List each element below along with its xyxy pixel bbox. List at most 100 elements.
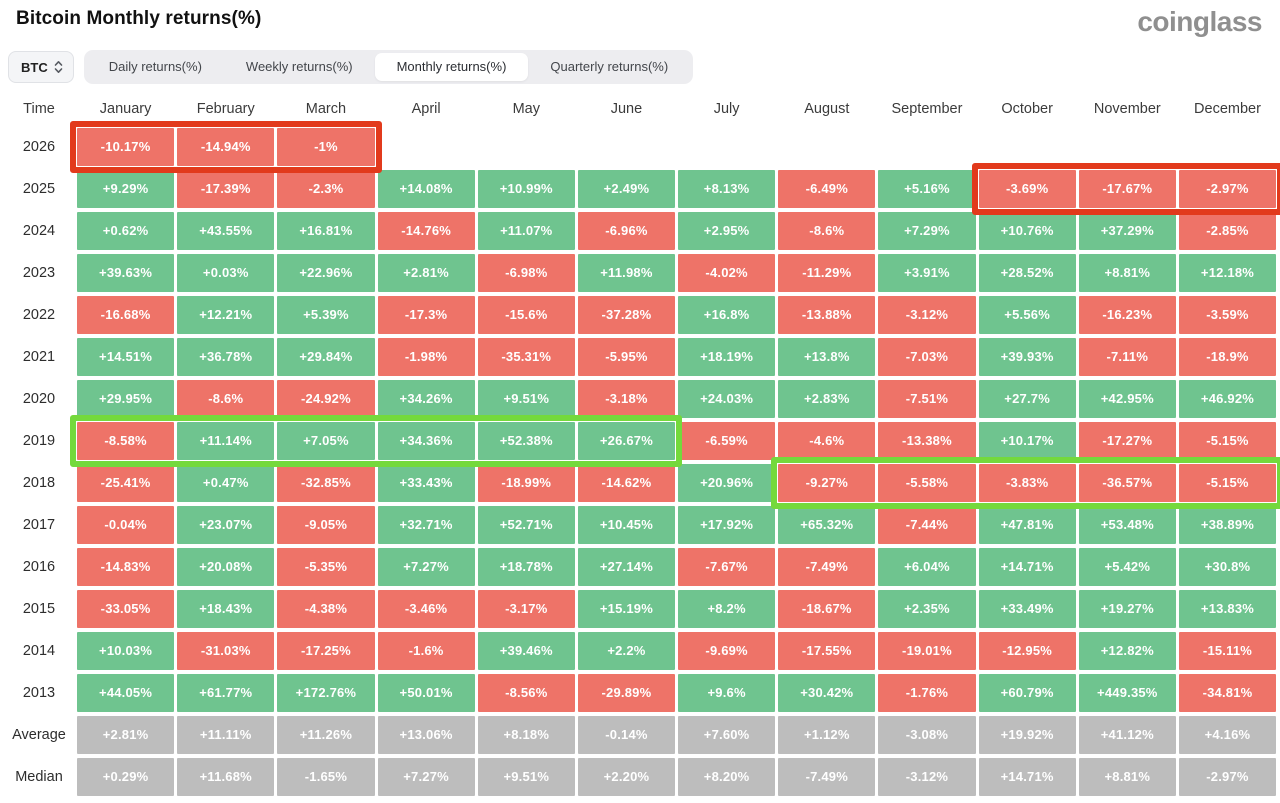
return-cell: +16.81% bbox=[277, 212, 375, 250]
row-label: 2016 bbox=[22, 559, 56, 575]
return-cell: +11.68% bbox=[177, 758, 275, 796]
return-cell: +15.19% bbox=[577, 590, 676, 628]
tab-monthly-returns[interactable]: Monthly returns(%) bbox=[374, 53, 529, 81]
return-cell: +32.71% bbox=[377, 506, 475, 544]
return-cell: -6.59% bbox=[678, 422, 776, 460]
return-cell: -33.05% bbox=[77, 590, 175, 628]
return-cell: -8.6% bbox=[177, 380, 275, 418]
return-cell: +29.95% bbox=[77, 380, 175, 418]
return-cell bbox=[778, 128, 875, 166]
return-cell: -17.67% bbox=[1078, 170, 1176, 208]
return-cell: +11.07% bbox=[477, 212, 575, 250]
return-cell: +60.79% bbox=[978, 674, 1076, 712]
row-label: 2020 bbox=[22, 391, 56, 407]
return-cell: +14.71% bbox=[978, 758, 1076, 796]
row-label: 2015 bbox=[22, 601, 56, 617]
return-cell: +6.04% bbox=[878, 548, 976, 586]
return-cell: +52.71% bbox=[477, 506, 575, 544]
table-row-2019: 2019 -8.58% +11.14% +7.05% +34.36% +52.38% +26… bbox=[4, 422, 1277, 460]
return-cell: +39.93% bbox=[978, 338, 1076, 376]
symbol-selector[interactable]: BTC bbox=[8, 51, 74, 83]
tab-daily-returns[interactable]: Daily returns(%) bbox=[108, 59, 202, 74]
return-cell: -7.67% bbox=[678, 548, 776, 586]
table-row-2015: 2015 -33.05% +18.43% -4.38% -3.46% -3.17% +15.… bbox=[4, 590, 1277, 628]
return-cell: -5.58% bbox=[878, 464, 976, 502]
return-cell: -8.6% bbox=[778, 212, 876, 250]
table-row-2018: 2018 -25.41% +0.47% -32.85% +33.43% -18.99% -1… bbox=[4, 464, 1277, 502]
controls-bar: BTC Daily returns(%) Weekly returns(%) M… bbox=[8, 50, 1280, 84]
return-cell: -14.76% bbox=[377, 212, 475, 250]
return-cell: -7.44% bbox=[878, 506, 976, 544]
return-cell: +65.32% bbox=[778, 506, 876, 544]
return-cell: +11.26% bbox=[277, 716, 375, 754]
return-cell: -2.97% bbox=[1178, 170, 1277, 208]
return-cell: +5.16% bbox=[878, 170, 976, 208]
return-cell: -34.81% bbox=[1178, 674, 1277, 712]
return-cell: +5.42% bbox=[1078, 548, 1176, 586]
return-cell: +2.81% bbox=[77, 716, 175, 754]
return-cell: +50.01% bbox=[377, 674, 475, 712]
return-cell: -0.04% bbox=[77, 506, 175, 544]
row-label: 2019 bbox=[22, 433, 56, 449]
return-cell: +9.51% bbox=[477, 380, 575, 418]
month-header-june: June bbox=[610, 101, 643, 117]
return-cell: -17.55% bbox=[778, 632, 876, 670]
return-cell: -3.59% bbox=[1178, 296, 1277, 334]
table-row-average: Average +2.81% +11.11% +11.26% +13.06% +8.18%… bbox=[4, 716, 1277, 754]
return-cell: -3.12% bbox=[878, 758, 976, 796]
return-cell: -16.68% bbox=[77, 296, 175, 334]
return-cell: +9.51% bbox=[477, 758, 575, 796]
return-cell: +0.62% bbox=[77, 212, 175, 250]
return-cell: +22.96% bbox=[277, 254, 375, 292]
table-row-median: Median +0.29% +11.68% -1.65% +7.27% +9.51% +2.… bbox=[4, 758, 1277, 796]
return-cell: -36.57% bbox=[1078, 464, 1176, 502]
return-cell: +8.81% bbox=[1078, 254, 1176, 292]
return-cell: +8.18% bbox=[477, 716, 575, 754]
return-cell: +2.20% bbox=[577, 758, 676, 796]
return-cell: +30.42% bbox=[778, 674, 876, 712]
return-cell: +20.96% bbox=[678, 464, 776, 502]
return-cell: -6.98% bbox=[477, 254, 575, 292]
top-bar: Bitcoin Monthly returns(%) coinglass bbox=[0, 0, 1280, 36]
return-cell: +0.29% bbox=[77, 758, 175, 796]
return-cell: +39.46% bbox=[477, 632, 575, 670]
return-cell: -6.96% bbox=[577, 212, 676, 250]
page-title: Bitcoin Monthly returns(%) bbox=[16, 8, 262, 29]
month-header-may: May bbox=[512, 101, 540, 117]
tab-weekly-returns[interactable]: Weekly returns(%) bbox=[245, 59, 353, 74]
return-cell: +7.60% bbox=[678, 716, 776, 754]
return-cell: -25.41% bbox=[77, 464, 175, 502]
row-label: 2021 bbox=[22, 349, 56, 365]
return-cell: +12.82% bbox=[1078, 632, 1176, 670]
return-cell: +0.47% bbox=[177, 464, 275, 502]
return-cell: +53.48% bbox=[1078, 506, 1176, 544]
tab-quarterly-returns[interactable]: Quarterly returns(%) bbox=[550, 59, 669, 74]
return-cell: +34.26% bbox=[377, 380, 475, 418]
return-cell: +2.49% bbox=[577, 170, 676, 208]
return-cell: -18.99% bbox=[477, 464, 575, 502]
return-cell: +12.18% bbox=[1178, 254, 1277, 292]
return-cell bbox=[979, 128, 1076, 166]
return-cell: +11.98% bbox=[577, 254, 676, 292]
table-row-2013: 2013 +44.05% +61.77% +172.76% +50.01% -8.56% -… bbox=[4, 674, 1277, 712]
return-cell: -10.17% bbox=[77, 128, 175, 166]
table-row-2020: 2020 +29.95% -8.6% -24.92% +34.26% +9.51% -3.1… bbox=[4, 380, 1277, 418]
month-header-august: August bbox=[804, 101, 850, 117]
table-row-2023: 2023 +39.63% +0.03% +22.96% +2.81% -6.98% +11.… bbox=[4, 254, 1277, 292]
return-cell: -7.51% bbox=[878, 380, 976, 418]
return-cell: +2.81% bbox=[377, 254, 475, 292]
return-cell: -14.94% bbox=[177, 128, 275, 166]
return-cell: +47.81% bbox=[978, 506, 1076, 544]
return-cell: +33.49% bbox=[978, 590, 1076, 628]
row-label: 2023 bbox=[22, 265, 56, 281]
return-cell: +20.08% bbox=[177, 548, 275, 586]
return-cell: +10.45% bbox=[577, 506, 676, 544]
return-cell: -31.03% bbox=[177, 632, 275, 670]
return-cell: +23.07% bbox=[177, 506, 275, 544]
return-cell: +10.17% bbox=[978, 422, 1076, 460]
return-cell: +13.06% bbox=[377, 716, 475, 754]
return-cell: -9.05% bbox=[277, 506, 375, 544]
return-cell: -3.12% bbox=[878, 296, 976, 334]
row-label: 2025 bbox=[22, 181, 56, 197]
return-cell: +2.95% bbox=[678, 212, 776, 250]
